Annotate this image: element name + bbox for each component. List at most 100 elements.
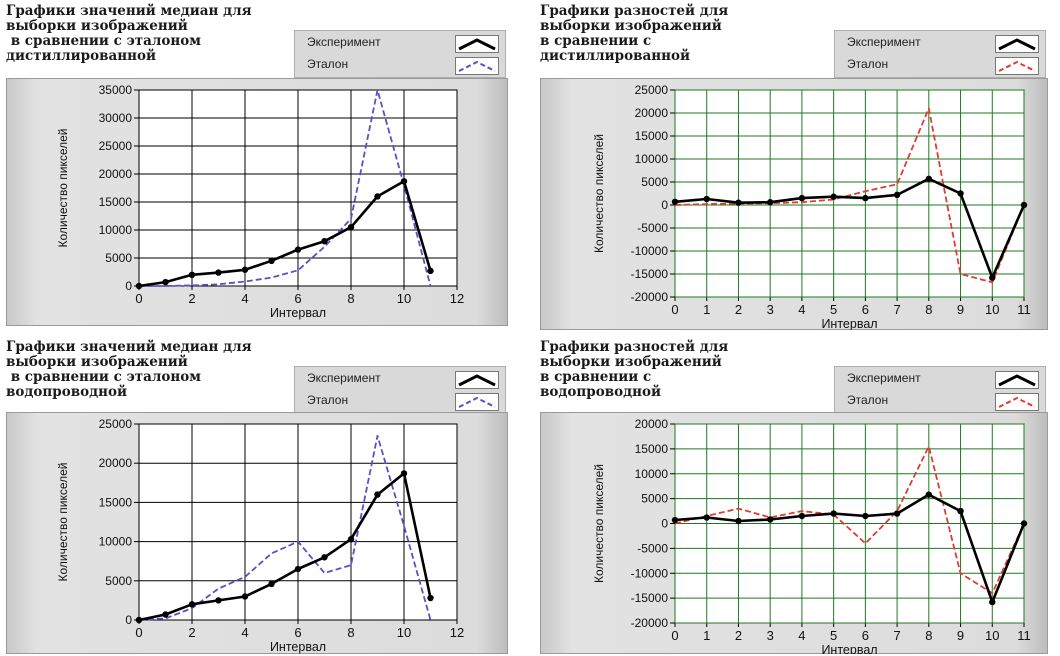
legend: Эксперимент Эталон xyxy=(294,30,506,78)
y-tick-label: -20000 xyxy=(631,616,669,630)
legend-label-experiment: Эксперимент xyxy=(847,371,921,385)
data-point-experiment xyxy=(135,282,143,290)
y-tick-label: 10000 xyxy=(635,467,669,481)
legend-swatch-experiment xyxy=(455,35,499,53)
x-tick-label: 4 xyxy=(798,302,805,317)
data-point-experiment xyxy=(241,593,249,600)
legend-label-experiment: Эксперимент xyxy=(307,371,381,385)
x-tick-label: 12 xyxy=(450,625,464,640)
y-tick-label: 10000 xyxy=(99,223,133,237)
x-tick-label: 5 xyxy=(830,302,837,317)
data-point-experiment xyxy=(703,195,710,203)
y-tick-label: 15000 xyxy=(635,442,669,456)
data-point-experiment xyxy=(766,199,774,206)
x-tick-label: 6 xyxy=(862,628,869,643)
legend-label-reference: Эталон xyxy=(847,57,889,71)
data-point-experiment xyxy=(925,491,933,498)
chart-panel-median-distilled: Графики значений медиан для выборки изоб… xyxy=(6,4,518,326)
x-tick-label: 0 xyxy=(671,628,678,643)
data-point-experiment xyxy=(798,194,806,202)
data-point-experiment xyxy=(268,257,275,264)
x-tick-label: 2 xyxy=(735,628,742,643)
chart-title: Графики значений медиан для выборки изоб… xyxy=(6,3,252,64)
legend: Эксперимент Эталон xyxy=(834,30,1046,78)
chart-svg: 0 2 4 6 8 10 12 0 5000 10000 15000 20000 25000 30000 3… xyxy=(56,83,464,320)
chart-svg: 0 1 2 3 4 5 6 7 8 9 10 11 -20000 -15000 -10000 -5000 0 50… xyxy=(592,417,1031,654)
x-tick-label: 10 xyxy=(397,625,411,640)
data-point-experiment xyxy=(294,246,302,253)
y-tick-label: 35000 xyxy=(99,83,133,97)
y-tick-label: -10000 xyxy=(631,566,669,580)
data-point-experiment xyxy=(798,512,806,520)
series-line-experiment xyxy=(138,180,432,288)
data-point-experiment xyxy=(188,271,196,278)
x-tick-label: 2 xyxy=(188,625,195,640)
y-tick-label: 15000 xyxy=(99,495,133,509)
y-axis-label: Количество пикселей xyxy=(56,128,70,247)
data-point-experiment xyxy=(321,238,328,245)
y-tick-label: 0 xyxy=(661,198,668,212)
data-point-experiment xyxy=(893,191,901,199)
x-tick-label: 10 xyxy=(985,628,999,643)
series-line-reference xyxy=(139,89,432,287)
data-point-experiment xyxy=(703,514,710,521)
x-tick-label: 8 xyxy=(925,302,932,317)
data-point-experiment xyxy=(862,194,869,202)
x-tick-label: 9 xyxy=(957,302,964,317)
data-point-experiment xyxy=(671,198,679,205)
legend: Эксперимент Эталон xyxy=(834,366,1046,414)
data-point-experiment xyxy=(268,580,275,588)
data-point-experiment xyxy=(162,611,169,618)
chart-panel-diff-distilled: Графики разностей для выборки изображени… xyxy=(540,4,1052,330)
data-point-experiment xyxy=(1020,520,1028,527)
data-point-experiment xyxy=(957,507,964,515)
x-tick-label: 4 xyxy=(798,628,805,643)
data-point-experiment xyxy=(766,516,774,523)
y-tick-label: 5000 xyxy=(641,175,668,189)
x-tick-label: 11 xyxy=(1017,302,1031,317)
y-tick-label: 25000 xyxy=(635,83,669,97)
y-tick-label: 0 xyxy=(661,517,668,531)
x-tick-label: 12 xyxy=(450,291,464,306)
data-point-experiment xyxy=(215,269,222,276)
x-tick-label: 3 xyxy=(767,628,774,643)
data-point-experiment xyxy=(735,199,742,206)
y-tick-label: 20000 xyxy=(99,456,133,470)
x-tick-label: 8 xyxy=(925,628,932,643)
chart-svg: 0 1 2 3 4 5 6 7 8 9 10 11 -20000 -15000 -10000 -5000 0 50… xyxy=(592,83,1031,330)
legend-swatch-experiment xyxy=(455,371,499,389)
chart-panel-diff-tap: Графики разностей для выборки изображени… xyxy=(540,340,1052,654)
plot-area xyxy=(674,89,1025,298)
y-axis-label: Количество пикселей xyxy=(592,464,606,583)
legend-swatch-reference xyxy=(995,57,1039,75)
series-line-experiment xyxy=(674,493,1026,604)
legend-swatch-experiment xyxy=(995,371,1039,389)
y-tick-label: 15000 xyxy=(635,129,669,143)
x-axis-label: Интервал xyxy=(270,640,326,654)
legend-label-reference: Эталон xyxy=(307,393,349,407)
x-tick-label: 0 xyxy=(135,291,142,306)
y-axis-label: Количество пикселей xyxy=(592,134,606,253)
data-point-experiment xyxy=(374,491,381,498)
data-point-experiment xyxy=(400,470,408,477)
x-tick-label: 4 xyxy=(241,291,248,306)
y-tick-label: 20000 xyxy=(635,417,669,431)
data-point-experiment xyxy=(241,266,249,273)
data-point-experiment xyxy=(215,597,222,604)
x-tick-label: 3 xyxy=(767,302,774,317)
x-tick-label: 1 xyxy=(703,302,710,317)
x-axis-label: Интервал xyxy=(821,643,877,654)
x-tick-label: 7 xyxy=(893,628,900,643)
y-tick-label: 15000 xyxy=(99,195,133,209)
x-tick-label: 10 xyxy=(397,291,411,306)
x-tick-label: 6 xyxy=(294,291,301,306)
legend-swatch-reference xyxy=(455,393,499,411)
y-axis-label: Количество пикселей xyxy=(56,462,70,581)
y-tick-label: -5000 xyxy=(637,541,668,555)
series-line-reference xyxy=(674,107,1025,284)
y-tick-label: 10000 xyxy=(635,152,669,166)
x-tick-label: 6 xyxy=(862,302,869,317)
x-tick-label: 0 xyxy=(671,302,678,317)
data-point-experiment xyxy=(427,594,434,602)
y-tick-label: 5000 xyxy=(105,574,132,588)
